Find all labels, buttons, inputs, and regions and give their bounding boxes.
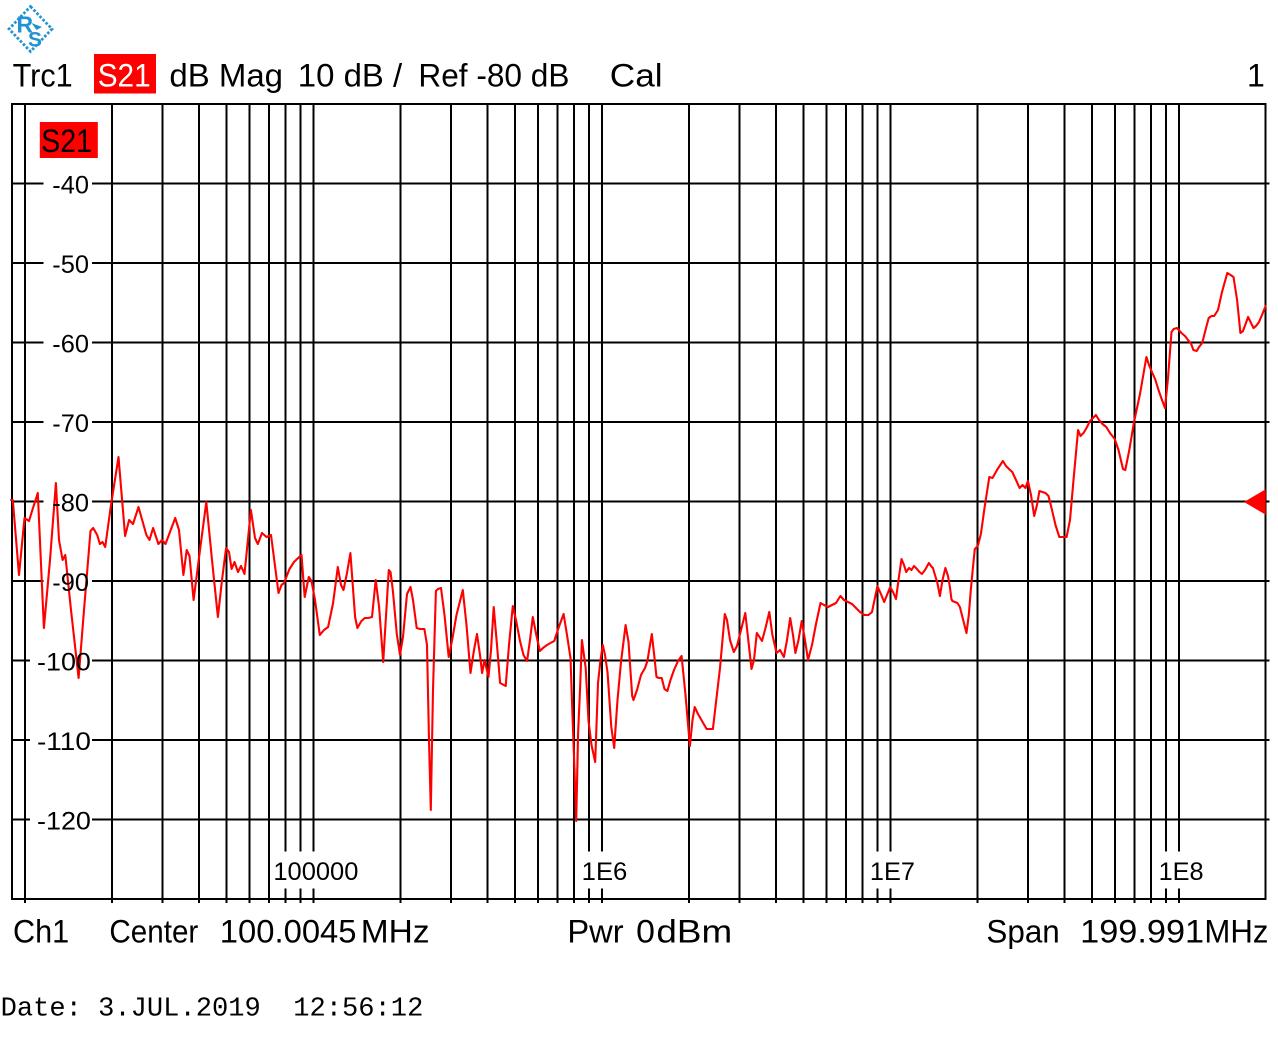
svg-text:R: R bbox=[17, 12, 34, 38]
svg-text:1E8: 1E8 bbox=[1159, 859, 1204, 886]
svg-text:Ch1: Ch1 bbox=[13, 913, 69, 949]
svg-text:Trc1: Trc1 bbox=[13, 57, 73, 93]
svg-text:S21: S21 bbox=[98, 57, 151, 93]
svg-text:Span: Span bbox=[986, 913, 1059, 949]
svg-text:-70: -70 bbox=[52, 411, 89, 438]
svg-text:100000: 100000 bbox=[273, 859, 358, 886]
svg-text:-120: -120 bbox=[37, 809, 91, 836]
svg-text:1: 1 bbox=[1247, 57, 1265, 93]
svg-text:-60: -60 bbox=[52, 332, 89, 359]
svg-text:199.991: 199.991 bbox=[1080, 913, 1204, 949]
svg-text:MHz: MHz bbox=[1204, 913, 1268, 949]
svg-text:-50: -50 bbox=[52, 252, 89, 279]
svg-text:S: S bbox=[28, 29, 42, 52]
svg-text:MHz: MHz bbox=[361, 913, 430, 949]
svg-text:10 dB /: 10 dB / bbox=[298, 57, 403, 93]
svg-text:0: 0 bbox=[636, 913, 655, 949]
svg-text:-100: -100 bbox=[37, 650, 91, 677]
svg-text:Center: Center bbox=[109, 913, 198, 949]
svg-text:100.0045: 100.0045 bbox=[220, 913, 357, 949]
svg-text:-90: -90 bbox=[52, 570, 89, 597]
svg-text:Cal: Cal bbox=[610, 57, 663, 93]
svg-text:Ref -80 dB: Ref -80 dB bbox=[418, 57, 569, 93]
svg-text:Date: 3.JUL.2019 12:56:12: Date: 3.JUL.2019 12:56:12 bbox=[1, 994, 424, 1025]
svg-text:Pwr: Pwr bbox=[567, 913, 624, 949]
svg-text:1E6: 1E6 bbox=[582, 859, 628, 886]
svg-text:dB Mag: dB Mag bbox=[169, 57, 283, 93]
svg-text:-80: -80 bbox=[52, 491, 89, 518]
svg-text:-110: -110 bbox=[37, 729, 91, 756]
svg-text:1E7: 1E7 bbox=[870, 859, 915, 886]
svg-text:S21: S21 bbox=[41, 123, 92, 159]
svg-text:dBm: dBm bbox=[656, 913, 732, 949]
svg-text:-40: -40 bbox=[52, 173, 89, 200]
